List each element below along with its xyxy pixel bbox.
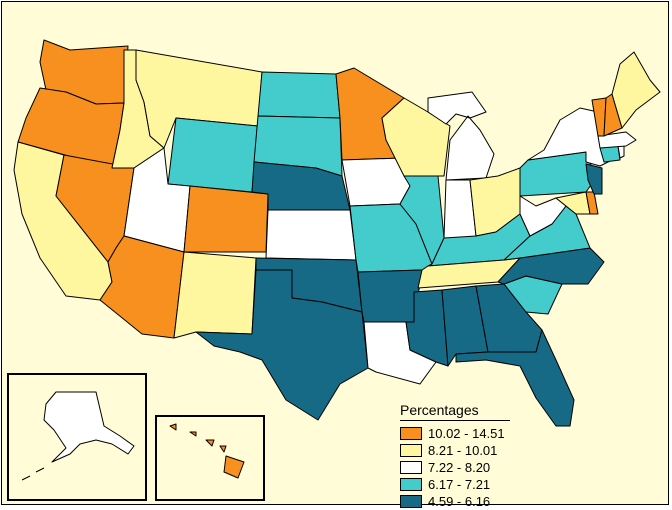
state-IL — [399, 175, 445, 265]
state-DE — [585, 191, 599, 215]
legend-entry: 6.17 - 7.21 — [400, 476, 520, 492]
state-AK — [43, 391, 135, 463]
legend-label: 10.02 - 14.51 — [428, 425, 505, 441]
legend-swatch-3 — [400, 460, 422, 474]
legend-swatch-5 — [400, 494, 422, 508]
state-ND — [257, 71, 341, 119]
legend-entry: 10.02 - 14.51 — [400, 425, 520, 441]
legend-swatch-4 — [400, 477, 422, 491]
state-ME — [611, 51, 661, 129]
state-TX — [195, 269, 369, 421]
state-MA — [597, 131, 637, 149]
legend-label: 6.17 - 7.21 — [428, 476, 491, 492]
state-HI — [169, 423, 245, 479]
state-AK-chain — [21, 467, 45, 481]
state-WI — [381, 97, 451, 177]
state-MD — [555, 191, 591, 215]
state-AR — [357, 269, 423, 323]
legend-label: 7.22 - 8.20 — [428, 459, 491, 475]
legend-label: 8.21 - 10.01 — [428, 442, 498, 458]
hawaii-inset-frame — [155, 415, 265, 501]
legend-label: 4.59 - 6.16 — [428, 493, 491, 509]
legend: Percentages 10.02 - 14.51 8.21 - 10.01 7… — [400, 402, 520, 510]
state-NJ — [585, 163, 603, 195]
legend-entry: 8.21 - 10.01 — [400, 442, 520, 458]
legend-entry: 4.59 - 6.16 — [400, 493, 520, 509]
state-NM — [173, 251, 257, 339]
state-CO — [183, 185, 269, 253]
legend-swatch-1 — [400, 426, 422, 440]
state-FL — [455, 329, 575, 427]
legend-swatch-2 — [400, 443, 422, 457]
state-KS — [265, 209, 357, 261]
legend-title: Percentages — [400, 402, 510, 421]
state-CT — [599, 145, 621, 163]
legend-entry: 7.22 - 8.20 — [400, 459, 520, 475]
state-WY — [167, 117, 259, 193]
